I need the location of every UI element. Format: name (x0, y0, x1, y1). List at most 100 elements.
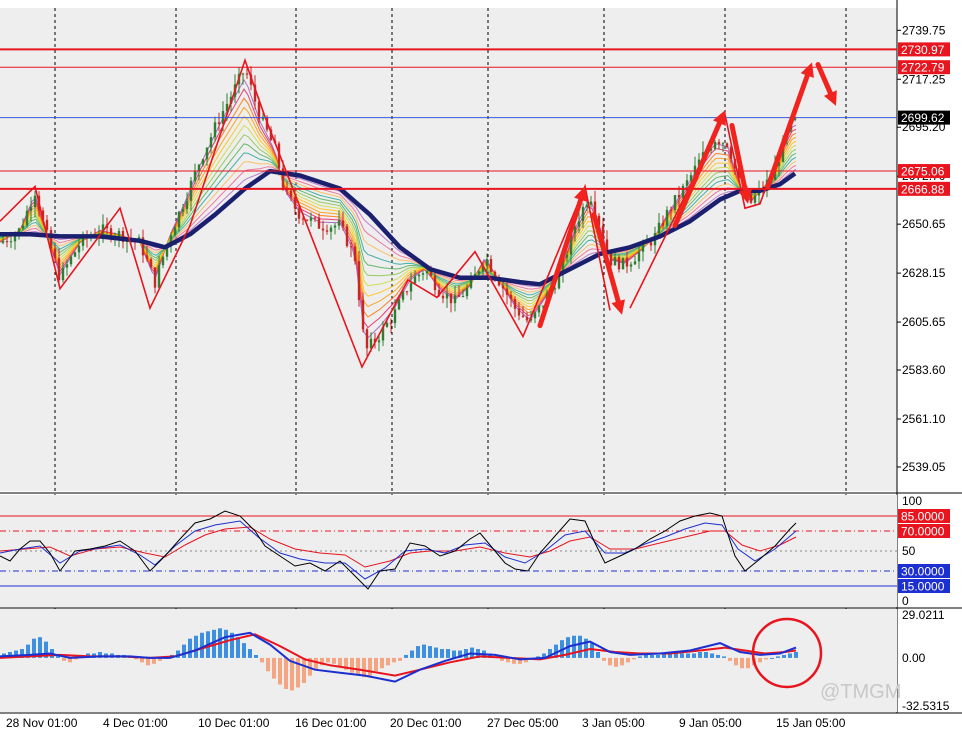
trend-arrow (591, 212, 621, 304)
candle-body (649, 242, 653, 246)
candle-body (141, 237, 145, 256)
candle-body (9, 241, 13, 243)
candle-body (409, 283, 413, 292)
candle-body (577, 221, 581, 227)
candle-body (441, 295, 445, 299)
candle-body (725, 143, 729, 147)
histogram-bar (608, 657, 612, 666)
candle-body (293, 197, 297, 209)
candle-body (793, 117, 797, 121)
histogram-bar (512, 657, 516, 664)
candle-body (57, 258, 61, 281)
candle-body (517, 308, 521, 316)
candle-body (345, 226, 349, 247)
y-tick-label: 100 (902, 494, 922, 508)
histogram-bar (308, 657, 312, 676)
price-panel[interactable]: 2739.752717.252695.202672.702650.652628.… (0, 0, 962, 713)
histogram-bar (350, 657, 354, 673)
candle-body (597, 215, 601, 226)
candle-body (349, 246, 353, 248)
candle-body (205, 147, 209, 160)
histogram-bar (416, 646, 420, 658)
histogram-bar (734, 657, 738, 666)
y-tick-label: 2539.05 (902, 460, 946, 474)
candle-body (625, 257, 629, 267)
candle-body (41, 210, 45, 220)
histogram-bar (500, 657, 504, 661)
level-tag (898, 524, 950, 538)
watermark-text: @TMGM (820, 681, 901, 703)
histogram-bar (536, 656, 540, 658)
candle-body (13, 234, 17, 242)
histogram-bar (464, 649, 468, 658)
candle-body (449, 293, 453, 304)
candle-body (361, 300, 365, 330)
candle-body (177, 211, 181, 228)
candle-body (689, 175, 693, 181)
candle-body (661, 222, 665, 226)
histogram-bar (392, 657, 396, 663)
candle-body (337, 220, 341, 226)
price-tag (898, 164, 950, 179)
price-tag (898, 110, 950, 125)
x-tick-label: 16 Dec 01:00 (295, 716, 367, 730)
histogram-bar (650, 654, 654, 658)
candle-body (61, 267, 65, 281)
histogram-bar (362, 657, 366, 678)
histogram-bar (764, 657, 768, 660)
histogram-bar (782, 654, 786, 658)
candle-body (209, 137, 213, 148)
histogram-bar (458, 650, 462, 658)
candle-body (333, 225, 337, 228)
histogram-bar (380, 657, 384, 669)
candle-body (537, 305, 541, 313)
histogram-bar (614, 657, 618, 667)
histogram-bar (602, 657, 606, 661)
candle-body (637, 251, 641, 262)
level-tag (898, 509, 950, 523)
histogram-bar (134, 657, 138, 660)
candle-body (521, 315, 525, 317)
y-tick-label: 0 (902, 594, 909, 608)
histogram-bar (230, 632, 234, 658)
macd-line (0, 631, 797, 683)
histogram-bar (410, 650, 414, 658)
histogram-bar (578, 635, 582, 658)
candle-body (433, 275, 437, 291)
oscillator-line (0, 526, 797, 568)
candle-body (381, 326, 385, 341)
candle-body (385, 322, 389, 327)
y-tick-label: 2583.60 (902, 363, 946, 377)
candle-body (613, 257, 617, 266)
candle-body (185, 200, 189, 210)
candle-body (161, 256, 165, 266)
candle-body (65, 264, 69, 268)
candle-body (397, 299, 401, 310)
candle-body (253, 84, 257, 102)
x-tick-label: 28 Nov 01:00 (6, 716, 78, 730)
candle-body (697, 159, 701, 166)
price-tag-label: 2722.79 (901, 61, 945, 75)
candle-body (169, 235, 173, 244)
candle-body (709, 148, 713, 151)
histogram-bar (590, 643, 594, 658)
slow-moving-average (0, 168, 797, 287)
histogram-bar (242, 643, 246, 658)
candle-body (561, 257, 565, 273)
histogram-bar (284, 657, 288, 689)
histogram-bar (140, 657, 144, 663)
candle-body (321, 228, 325, 231)
candle-body (377, 340, 381, 343)
candle-body (601, 225, 605, 240)
candle-body (633, 261, 637, 265)
histogram-bar (368, 657, 372, 676)
histogram-bar (338, 657, 342, 667)
zigzag-line (0, 57, 611, 369)
candle-body (29, 207, 33, 211)
arrow-head (611, 299, 625, 315)
histogram-bar (176, 650, 180, 658)
macd-panel[interactable]: 29.0211 0.00 -32.5315 (0, 608, 962, 714)
histogram-bar (266, 657, 270, 672)
